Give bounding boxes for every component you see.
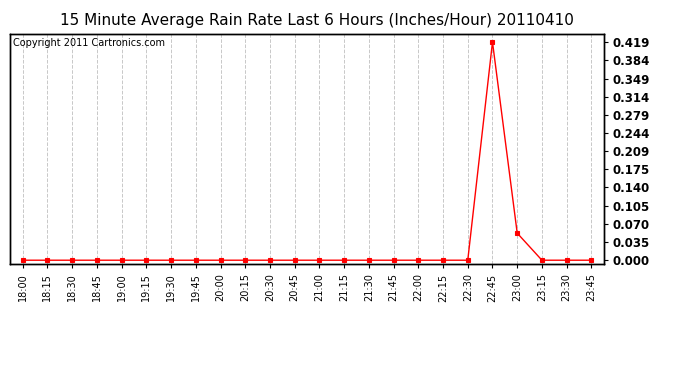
- Text: Copyright 2011 Cartronics.com: Copyright 2011 Cartronics.com: [13, 38, 166, 48]
- Text: 15 Minute Average Rain Rate Last 6 Hours (Inches/Hour) 20110410: 15 Minute Average Rain Rate Last 6 Hours…: [61, 13, 574, 28]
